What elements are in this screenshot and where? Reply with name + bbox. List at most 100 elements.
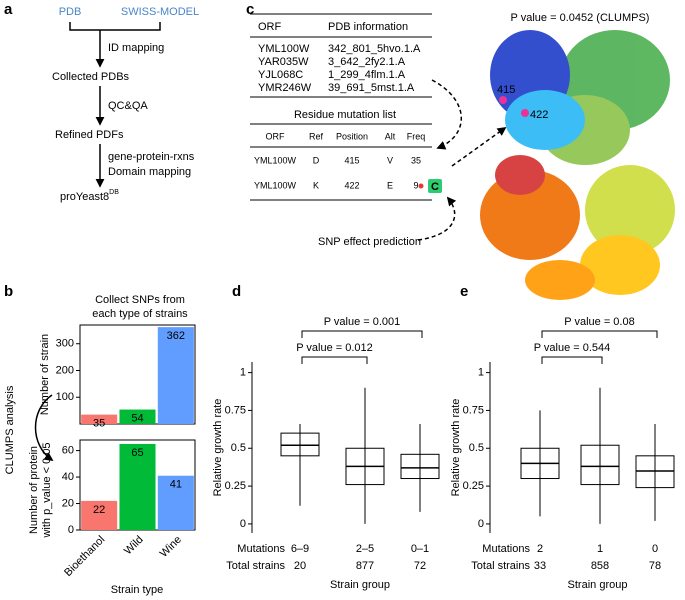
final-node: proYeast8DB [60,189,119,203]
table-cell: YJL068C [258,69,303,81]
y-axis-label: with p_value < 0.05 [41,442,53,538]
y-tick-label: 0.5 [231,442,246,454]
final-text: proYeast8 [60,191,109,203]
bar [119,443,156,530]
table-header: Ref [309,131,324,141]
clumps-arrow [34,394,54,462]
panel-letter: d [232,283,241,300]
workflow-arrows [69,22,161,188]
total-strains: 858 [591,560,609,572]
table-cell: 9 [413,180,418,190]
y-tick-label: 0.75 [225,404,246,416]
box [580,444,620,486]
table-cell: V [387,155,393,165]
table-header: Freq [407,131,426,141]
y-tick-label: 20 [62,497,74,509]
table-title: Residue mutation list [294,109,396,121]
table-cell: 35 [411,155,421,165]
node: Collected PDBs [52,71,130,83]
table-header: ORF [258,21,282,33]
row-label: Total strains [226,560,285,572]
residue-label: 415 [497,84,515,96]
x-tick-label: 2 [537,543,543,555]
table-cell: 342_801_5hvo.1.A [328,43,421,55]
row-label: Mutations [237,543,285,555]
protein-structure [480,30,675,300]
p-value-label: P value = 0.544 [534,342,611,354]
table-cell: 3_642_2fy2.1.A [328,56,406,68]
table-cell: YML100W [254,155,297,165]
box [635,455,675,489]
table-header: Position [336,131,368,141]
p-value-label: P value = 0.001 [324,316,401,328]
chart-title: Collect SNPs from [95,294,185,306]
x-axis-label: Strain group [330,579,390,591]
total-strains: 78 [649,560,661,572]
y-tick-label: 0 [240,518,246,530]
value-label: 65 [131,447,143,459]
significance-bracket [301,356,368,364]
x-tick-label: 0 [652,543,658,555]
step-label: ID mapping [108,42,164,54]
value-label: 41 [170,479,182,491]
table-cell: 1_299_4flm.1.A [328,69,406,81]
table-cell: 422 [344,180,359,190]
bar [157,327,194,424]
table-cell: E [387,180,393,190]
prediction-badge: C [431,181,439,193]
y-axis-label: Relative growth rate [212,399,224,497]
table-cell: YMR246W [258,82,312,94]
total-strains: 877 [356,560,374,572]
p-value-label: P value = 0.012 [296,342,373,354]
table-cell: YML100W [258,43,310,55]
table-cell: YAR035W [258,56,309,68]
table-cell: K [313,180,319,190]
table-cell: 39_691_5mst.1.A [328,82,415,94]
value-label: 35 [93,418,105,430]
y-tick-label: 40 [62,471,74,483]
bar [119,409,156,424]
x-tick-label: 6–9 [291,543,309,555]
bar [81,414,118,424]
total-strains: 33 [534,560,546,572]
prediction-label: SNP effect prediction [318,236,421,248]
dashed-arrows [417,79,507,241]
significance-bracket [541,356,603,364]
y-axis-label: Number of strain [39,334,51,415]
panel-letter: a [4,1,13,18]
panel-letter: b [4,283,13,300]
table-header: Alt [385,131,396,141]
value-label: 54 [131,412,143,424]
residue-label: 422 [530,109,548,121]
y-tick-label: 1 [478,366,484,378]
total-strains: 72 [414,560,426,572]
table-header: PDB information [328,21,408,33]
chart-title: each type of strains [92,308,188,320]
box [400,453,440,480]
structure-title: P value = 0.0452 (CLUMPS) [511,12,650,24]
source: SWISS-MODEL [121,6,199,18]
total-strains: 20 [294,560,306,572]
node: Refined PDFs [55,129,124,141]
y-tick-label: 0.75 [463,404,484,416]
y-tick-label: 300 [56,338,74,350]
table-header: ORF [266,131,286,141]
value-label: 362 [167,330,185,342]
y-tick-label: 0.25 [463,480,484,492]
bar [157,475,194,530]
y-tick-label: 100 [56,391,74,403]
x-tick-label: Wild [122,534,146,558]
value-label: 22 [93,504,105,516]
y-tick-label: 200 [56,364,74,376]
y-tick-label: 0.5 [469,442,484,454]
y-tick-label: 60 [62,444,74,456]
y-tick-label: 0.25 [225,480,246,492]
annotation: CLUMPS analysis [4,385,16,474]
x-tick-label: 0–1 [411,543,429,555]
prediction-badge-box [428,179,442,193]
prediction-dot [418,183,424,189]
row-label: Mutations [482,543,530,555]
table-rules [250,13,432,201]
y-axis-label: Relative growth rate [450,399,462,497]
